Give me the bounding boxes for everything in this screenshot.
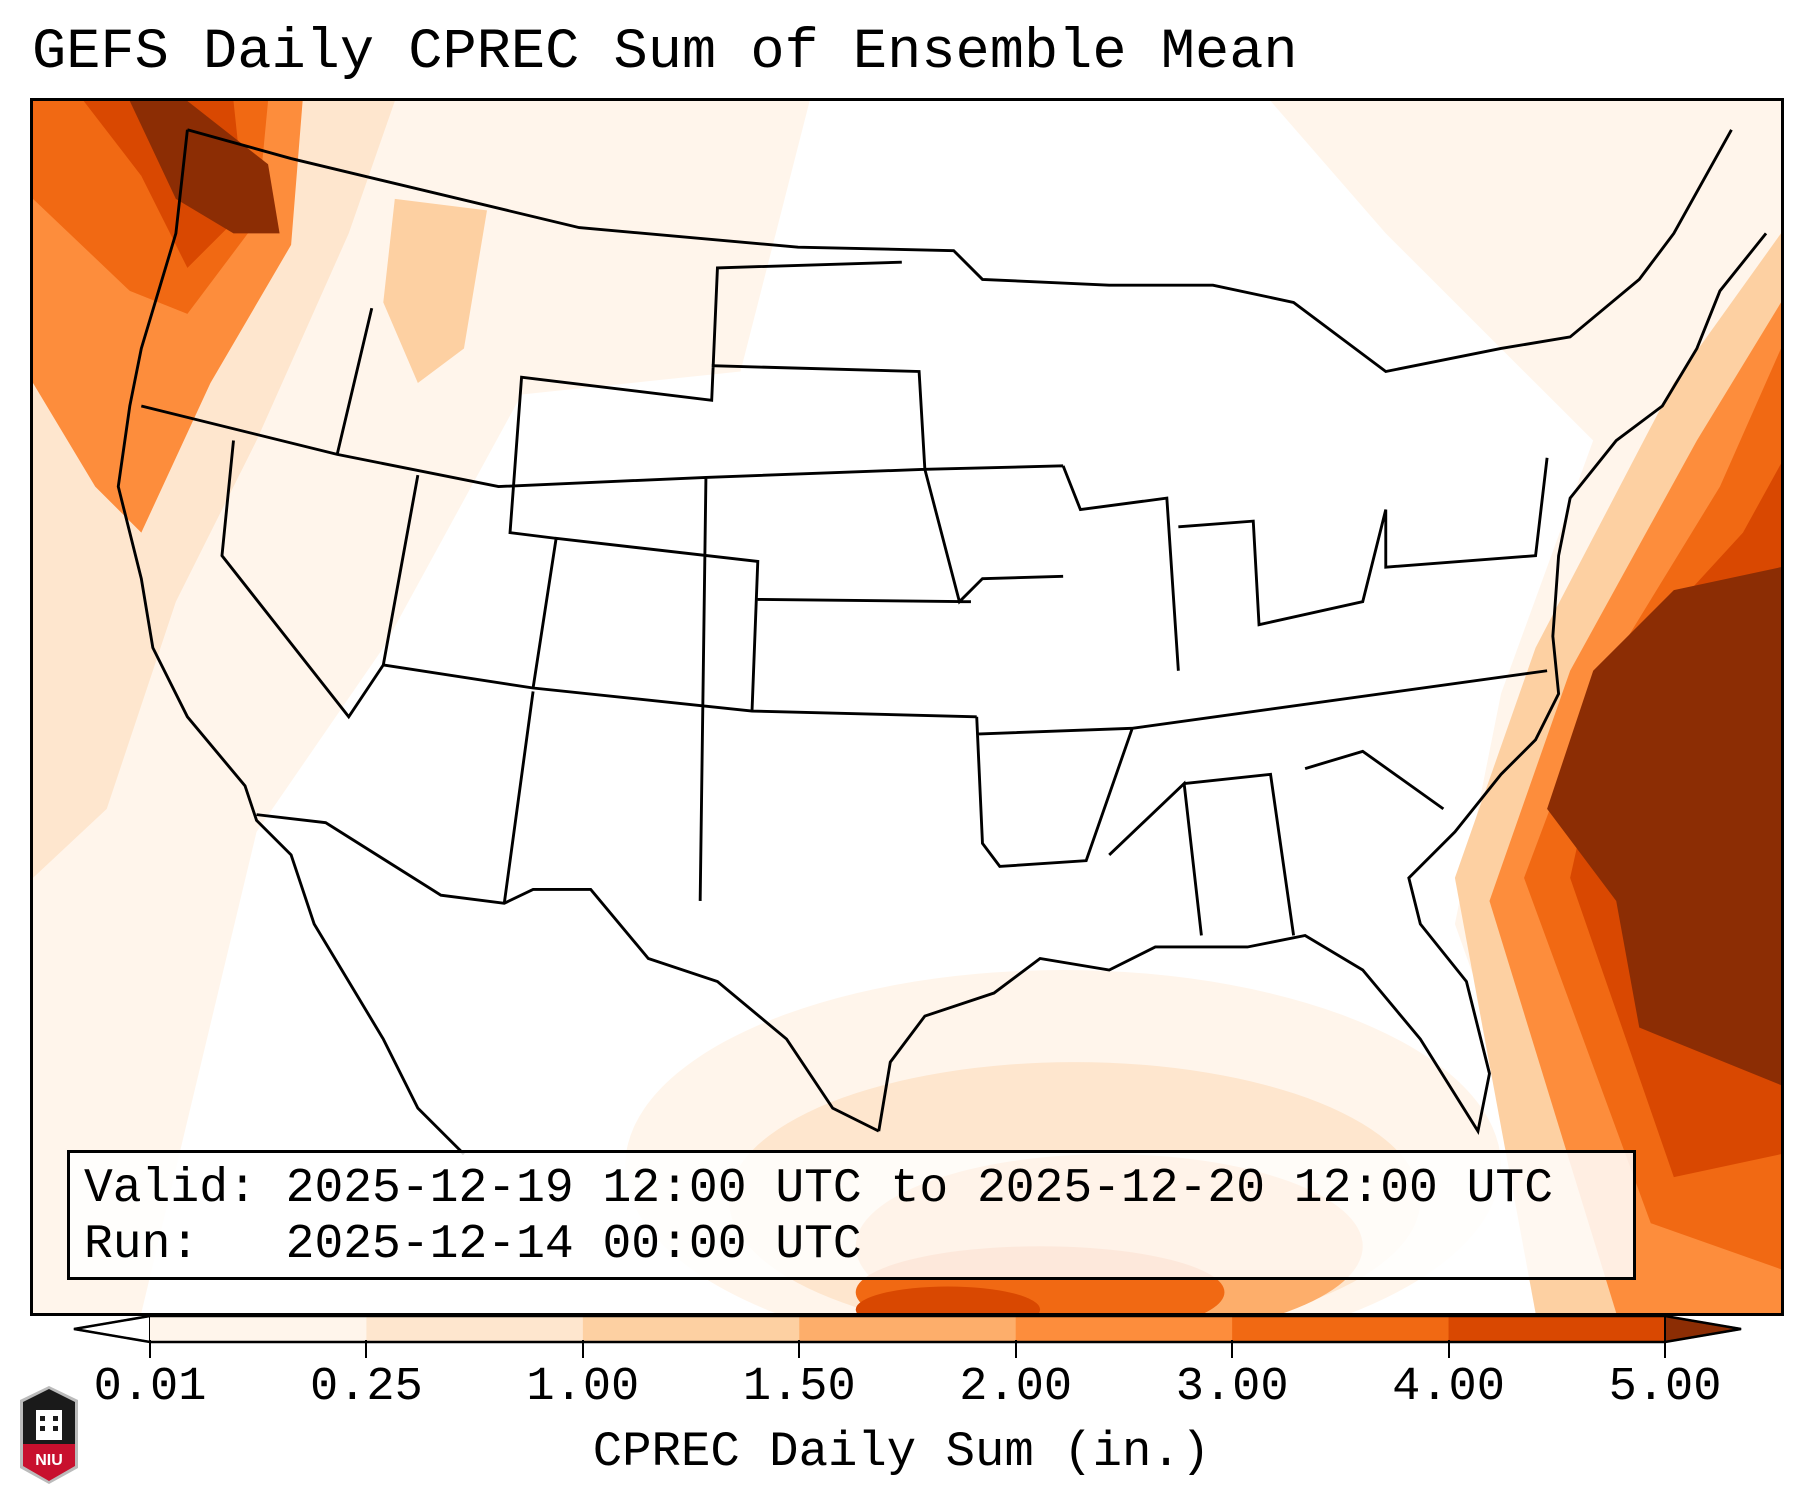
precip-idaho-band: [383, 198, 487, 383]
colorbar-tick-label: 1.50: [742, 1361, 856, 1414]
precip-field-east: [1270, 101, 1781, 1313]
colorbar-tick: [149, 1340, 151, 1358]
chart-title: GEFS Daily CPREC Sum of Ensemble Mean: [32, 21, 1298, 85]
niu-logo: NIU: [20, 1386, 78, 1484]
us-canada-border: [187, 128, 1733, 374]
precip-gulf-darker: [855, 1286, 1041, 1313]
colorbar-segment: [1448, 1316, 1666, 1342]
gulf-coast: [877, 232, 1768, 1135]
colorbar-tick-label: 0.01: [93, 1361, 207, 1414]
colorbar-tick: [365, 1340, 368, 1358]
colorbar-tick: [1447, 1340, 1450, 1358]
colorbar-tick: [1231, 1340, 1234, 1358]
valid-time-text: Valid: 2025-12-19 12:00 UTC to 2025-12-2…: [84, 1162, 1554, 1216]
colorbar-tick-label: 4.00: [1392, 1361, 1505, 1414]
mexico-border: [256, 813, 880, 1133]
map-canvas: [33, 101, 1781, 1313]
precip-atl-max: [1547, 567, 1781, 1086]
colorbar-tick-label: 1.00: [526, 1361, 640, 1414]
colorbar-tick: [1014, 1340, 1017, 1358]
precip-map: [30, 98, 1784, 1316]
precip-field-west: [33, 101, 810, 1313]
colorbar-segment: [1015, 1316, 1233, 1342]
colorbar-under-arrow: [73, 1314, 151, 1344]
precip-pnw-max: [129, 101, 280, 234]
west-coast: [116, 129, 465, 1156]
colorbar-tick: [798, 1340, 801, 1358]
colorbar-segment: [150, 1316, 367, 1342]
colorbar-tick-label: 5.00: [1608, 1361, 1722, 1414]
colorbar-over-arrow: [1664, 1314, 1742, 1344]
state-borders: [140, 260, 1549, 936]
colorbar-segment: [582, 1316, 800, 1342]
colorbar: [73, 1314, 1742, 1344]
svg-text:NIU: NIU: [35, 1452, 63, 1469]
colorbar-tick: [581, 1340, 584, 1358]
colorbar-tick: [1664, 1340, 1666, 1358]
run-time-text: Run: 2025-12-14 00:00 UTC: [84, 1218, 862, 1272]
colorbar-segment: [366, 1316, 584, 1342]
colorbar-tick-label: 2.00: [959, 1361, 1073, 1414]
coastlines-and-borders: [116, 128, 1768, 1156]
valid-run-info-box: Valid: 2025-12-19 12:00 UTC to 2025-12-2…: [67, 1150, 1636, 1280]
colorbar-tick-label: 0.25: [310, 1361, 423, 1414]
colorbar-label: CPREC Daily Sum (in.): [592, 1424, 1211, 1480]
colorbar-segment: [1232, 1316, 1450, 1342]
colorbar-tick-label: 3.00: [1175, 1361, 1289, 1414]
colorbar-segment: [799, 1316, 1017, 1342]
